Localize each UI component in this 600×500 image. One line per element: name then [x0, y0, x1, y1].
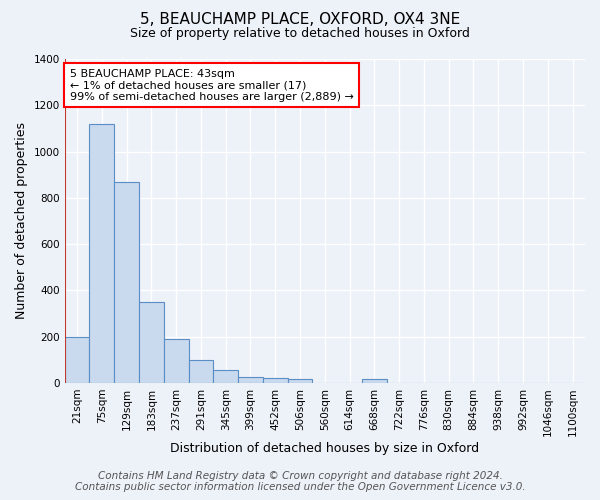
- Bar: [139, 302, 164, 383]
- Bar: [214, 370, 238, 383]
- X-axis label: Distribution of detached houses by size in Oxford: Distribution of detached houses by size …: [170, 442, 479, 455]
- Text: 5 BEAUCHAMP PLACE: 43sqm
← 1% of detached houses are smaller (17)
99% of semi-de: 5 BEAUCHAMP PLACE: 43sqm ← 1% of detache…: [70, 68, 354, 102]
- Bar: [114, 182, 139, 383]
- Bar: [188, 360, 214, 383]
- Bar: [238, 377, 263, 383]
- Bar: [362, 380, 387, 383]
- Text: Size of property relative to detached houses in Oxford: Size of property relative to detached ho…: [130, 28, 470, 40]
- Bar: [65, 336, 89, 383]
- Bar: [287, 380, 313, 383]
- Y-axis label: Number of detached properties: Number of detached properties: [15, 122, 28, 320]
- Text: 5, BEAUCHAMP PLACE, OXFORD, OX4 3NE: 5, BEAUCHAMP PLACE, OXFORD, OX4 3NE: [140, 12, 460, 28]
- Bar: [164, 339, 188, 383]
- Text: Contains HM Land Registry data © Crown copyright and database right 2024.
Contai: Contains HM Land Registry data © Crown c…: [74, 471, 526, 492]
- Bar: [89, 124, 114, 383]
- Bar: [263, 378, 287, 383]
